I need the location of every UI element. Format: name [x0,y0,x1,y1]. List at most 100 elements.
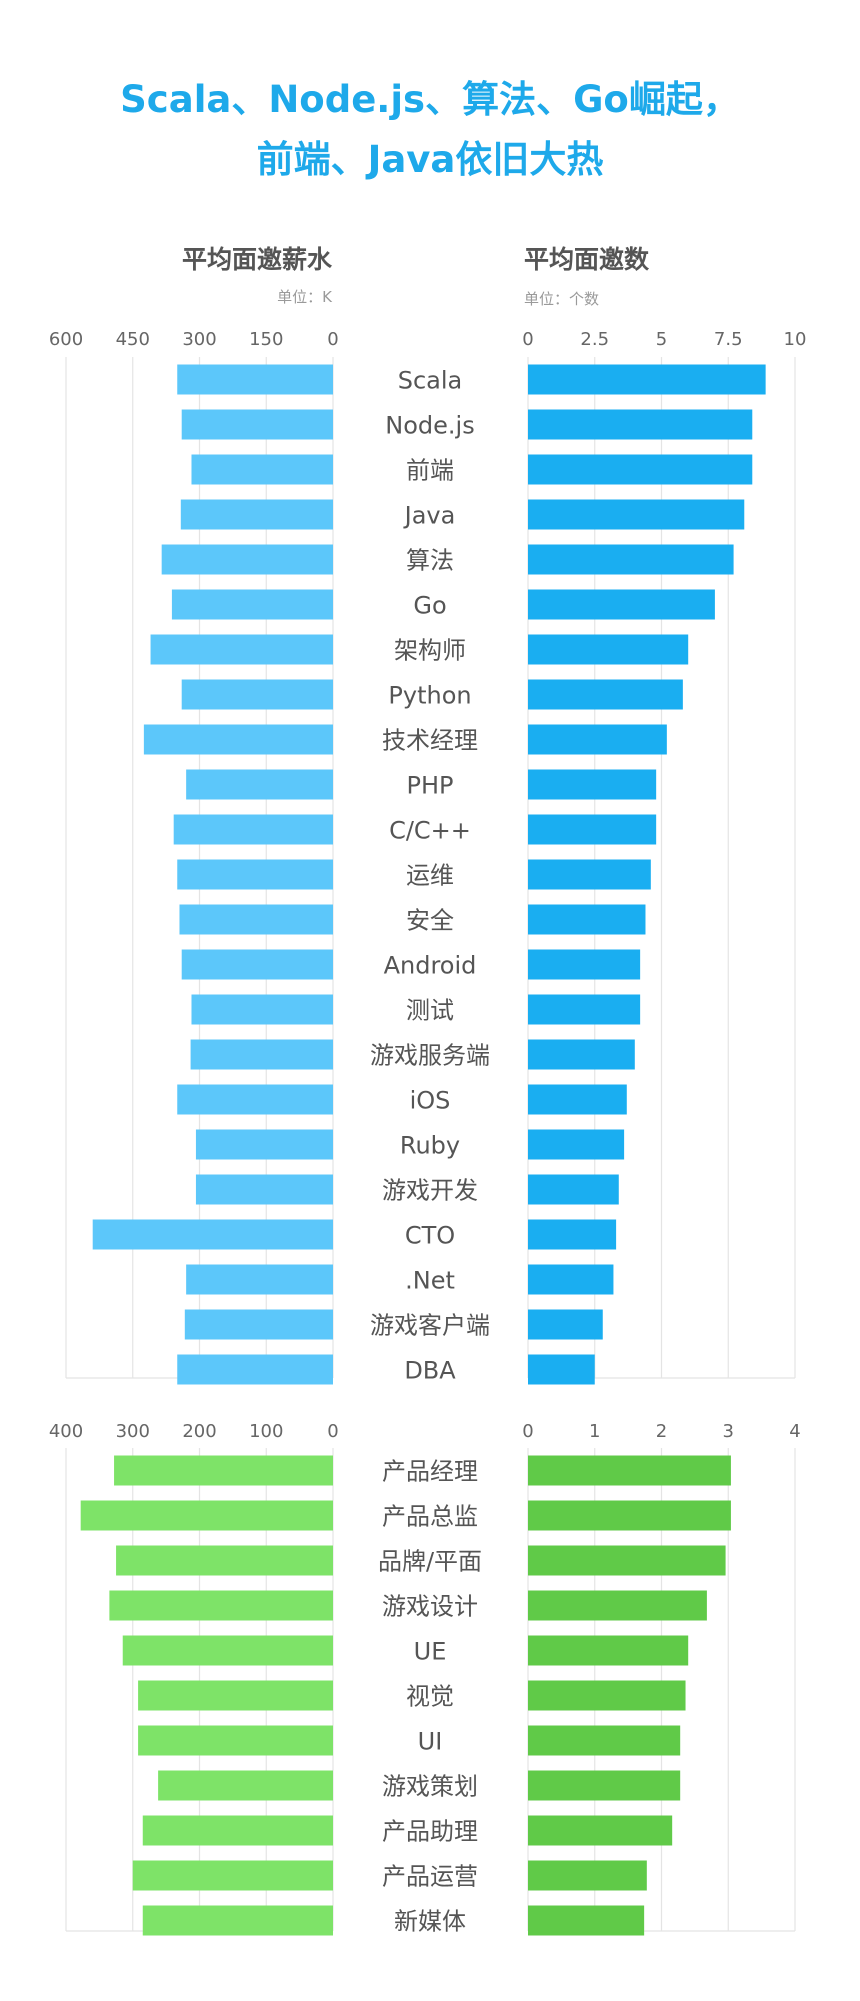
count-unit-label: 单位：个数 [524,290,599,308]
product-salary-tick-label: 200 [182,1421,216,1442]
tech-salary-bar [92,1219,333,1250]
tech-salary-bar [180,499,333,530]
product-salary-bar [138,1725,333,1756]
tech-count-bar [528,814,657,845]
tech-salary-bar [171,589,333,620]
tech-count-tick-label: 10 [784,329,807,350]
count-header: 平均面邀数 [524,245,650,274]
tech-category-label: DBA [404,1357,456,1385]
tech-count-bar [528,454,753,485]
tech-category-label: Node.js [385,412,474,440]
tech-salary-bar [177,859,333,890]
product-count-bar [528,1770,681,1801]
product-salary-tick-label: 0 [327,1421,338,1442]
tech-count-bar [528,1264,614,1295]
tech-count-bar [528,1174,619,1205]
tech-count-bar [528,544,734,575]
product-count-tick-label: 4 [789,1421,800,1442]
product-salary-tick-label: 300 [116,1421,150,1442]
tech-category-label: 游戏服务端 [370,1042,490,1070]
tech-salary-bar [177,364,333,395]
product-category-label: 品牌/平面 [378,1548,482,1576]
product-salary-tick-label: 100 [249,1421,283,1442]
tech-count-bar [528,409,753,440]
chart-title-line-2: 前端、Java依旧大热 [257,138,604,181]
tech-count-bar [528,994,641,1025]
product-salary-bar [142,1815,333,1846]
product-category-label: 产品总监 [382,1503,478,1531]
salary-header: 平均面邀薪水 [182,245,333,274]
tech-category-label: 前端 [406,457,454,485]
tech-category-label: 算法 [406,547,454,575]
tech-category-label: 游戏开发 [382,1177,478,1205]
tech-category-label: C/C++ [389,817,471,845]
tech-salary-bar [195,1174,333,1205]
tech-category-label: Go [413,592,446,620]
tech-salary-bar [181,949,333,980]
product-salary-bar [142,1905,333,1936]
product-salary-bar [80,1500,333,1531]
product-salary-bar [109,1590,333,1621]
product-category-label: UI [418,1728,443,1756]
tech-category-label: Scala [398,367,463,395]
tech-count-bar [528,1219,617,1250]
tech-salary-bar [143,724,333,755]
tech-count-bar [528,589,715,620]
tech-count-bar [528,634,689,665]
tech-category-label: iOS [410,1087,451,1115]
product-count-bar [528,1860,647,1891]
tech-salary-bar [161,544,333,575]
product-category-label: 视觉 [406,1683,454,1711]
product-count-tick-label: 3 [723,1421,734,1442]
product-count-bar [528,1905,645,1936]
product-count-bar [528,1545,726,1576]
tech-salary-bar [186,769,333,800]
tech-category-label: 运维 [406,862,454,890]
product-count-bar [528,1815,673,1846]
tech-count-bar [528,679,683,710]
product-count-tick-label: 1 [589,1421,600,1442]
tech-category-label: CTO [405,1222,455,1250]
product-count-bar [528,1590,707,1621]
tech-count-bar [528,769,657,800]
product-salary-bar [158,1770,333,1801]
tech-salary-tick-label: 450 [116,329,150,350]
tech-count-bar [528,724,667,755]
tech-category-label: PHP [407,772,454,800]
tech-salary-bar [195,1129,333,1160]
tech-category-label: 测试 [406,997,454,1025]
chart-title-line-1: Scala、Node.js、算法、Go崛起， [120,78,740,121]
tech-salary-bar [179,904,333,935]
product-count-bar [528,1500,731,1531]
tech-salary-tick-label: 150 [249,329,283,350]
tech-count-bar [528,364,766,395]
tech-count-tick-label: 0 [522,329,533,350]
product-category-label: UE [414,1638,447,1666]
tech-salary-tick-label: 0 [327,329,338,350]
product-category-label: 游戏策划 [382,1773,478,1801]
tech-category-label: Ruby [400,1132,460,1160]
product-count-tick-label: 2 [656,1421,667,1442]
tech-category-label: .Net [405,1267,455,1295]
product-count-tick-label: 0 [522,1421,533,1442]
tech-salary-bar [150,634,333,665]
tech-category-label: 架构师 [394,637,466,665]
tech-salary-bar [191,454,333,485]
tech-salary-bar [186,1264,333,1295]
product-category-label: 新媒体 [394,1908,466,1936]
product-salary-bar [132,1860,333,1891]
tech-count-bar [528,949,641,980]
product-category-label: 产品运营 [382,1863,478,1891]
tech-count-tick-label: 7.5 [714,329,743,350]
tech-count-bar [528,1354,595,1385]
product-category-label: 产品助理 [382,1818,478,1846]
product-category-label: 游戏设计 [382,1593,478,1621]
labels-layer: 600 450 300 150 0 0 2.5 5 7.5 10ScalaNode.js前端Jav… [49,329,807,1936]
product-count-bar [528,1635,689,1666]
tech-count-tick-label: 5 [656,329,667,350]
product-salary-bar [138,1680,333,1711]
tech-count-tick-label: 2.5 [580,329,609,350]
tech-salary-bar [181,409,333,440]
tech-count-bar [528,1084,627,1115]
